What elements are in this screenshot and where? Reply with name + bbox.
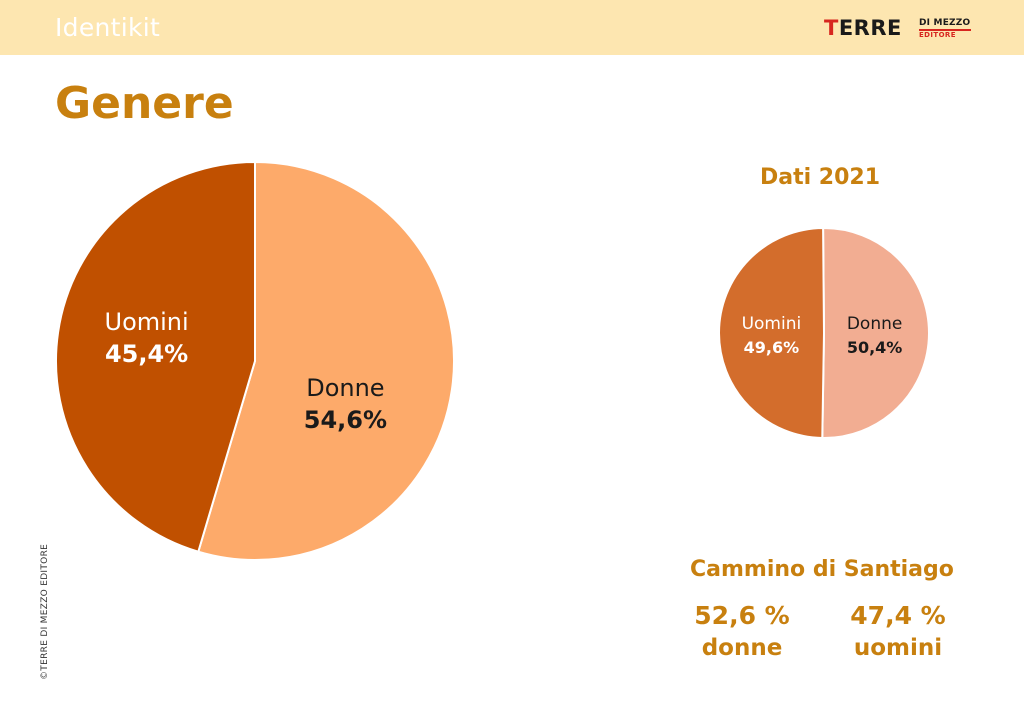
small-chart-title: Dati 2021	[759, 165, 881, 190]
cammino-donne-label: donne	[701, 635, 783, 661]
cammino-uomini-label: uomini	[853, 635, 943, 661]
slice-name-label: Donne	[847, 314, 903, 334]
slice-name-label: Uomini	[742, 314, 802, 334]
logo-bottom-text: EDITORE	[919, 31, 956, 39]
pie-slice-donne	[821, 227, 930, 439]
slice-value-label: 45,4%	[105, 340, 188, 368]
cammino-title: Cammino di Santiago	[690, 557, 954, 582]
logo-wordmark: TERRE	[824, 16, 902, 40]
slice-name-label: Uomini	[105, 308, 189, 336]
publisher-logo: TERRE DI MEZZO EDITORE	[824, 16, 974, 42]
pie-slice-donne	[197, 160, 455, 561]
slice-value-label: 49,6%	[744, 338, 800, 357]
header-bar: Identikit TERRE DI MEZZO EDITORE	[0, 0, 1024, 55]
page-title: Genere	[55, 78, 234, 129]
copyright-note: ©TERRE DI MEZZO EDITORE	[40, 543, 50, 680]
gender-pie-chart: Donne 54,6% Uomini 45,4%	[54, 160, 455, 561]
cammino-uomini-value: 47,4 %	[850, 601, 946, 630]
cammino-donne-stat: 52,6 % donne	[672, 600, 812, 664]
slice-value-label: 54,6%	[304, 406, 387, 434]
cammino-donne-value: 52,6 %	[694, 601, 790, 630]
pie-slice-uomini	[718, 226, 826, 440]
gender-pie-chart-2021: Donne 50,4% Uomini 49,6%	[718, 226, 930, 440]
slice-value-label: 50,4%	[847, 338, 903, 357]
logo-rule	[919, 29, 971, 31]
logo-top-text: DI MEZZO	[919, 18, 971, 28]
slice-name-label: Donne	[306, 374, 384, 402]
pie-slice-uomini	[54, 160, 256, 553]
cammino-uomini-stat: 47,4 % uomini	[828, 600, 968, 664]
section-label: Identikit	[55, 13, 161, 42]
